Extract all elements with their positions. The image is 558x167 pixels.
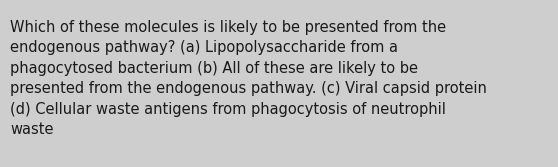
Text: Which of these molecules is likely to be presented from the
endogenous pathway? : Which of these molecules is likely to be… xyxy=(10,20,487,137)
